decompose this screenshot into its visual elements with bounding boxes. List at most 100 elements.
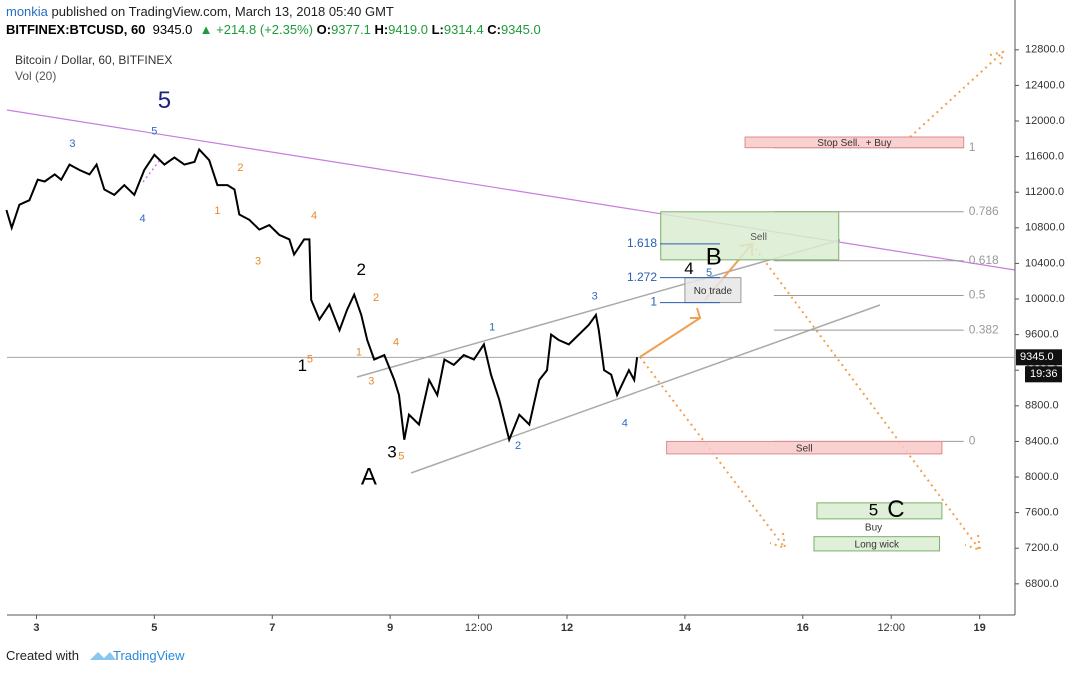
wave-label: 5: [307, 353, 313, 365]
wave-label: 4: [684, 259, 693, 278]
y-tick-label: 6800.0: [1025, 578, 1059, 590]
logo-shape: [90, 652, 116, 660]
y-tick-label: 10400.0: [1025, 257, 1065, 269]
symbol: BITFINEX:BTCUSD, 60: [6, 22, 146, 37]
zone-box: [666, 440, 943, 455]
chart: Bitcoin / Dollar, 60, BITFINEX Vol (20) …: [5, 0, 1065, 634]
zone-label: Long wick: [855, 539, 900, 550]
wave-label: 1: [298, 356, 307, 375]
fib-label: 0: [969, 434, 976, 448]
zone-box: [744, 136, 965, 149]
ohlc: O:9377.1 H:9419.0 L:9314.4 C:9345.0: [317, 22, 541, 37]
fib-label: 0.5: [969, 288, 986, 302]
ohlc-item: O:9377.1: [317, 22, 375, 37]
y-tick-label: 12400.0: [1025, 79, 1065, 91]
wave-label: 3: [387, 442, 396, 461]
fib-label: 0.618: [969, 253, 999, 267]
y-tick-label: 7200.0: [1025, 542, 1059, 554]
dotted-arrows: [639, 50, 1005, 552]
ohlc-item: H:9419.0: [374, 22, 431, 37]
dotted-arrow: [751, 243, 982, 552]
ohlc-item: C:9345.0: [487, 22, 540, 37]
y-tick-label: 12800.0: [1025, 44, 1065, 56]
published: published on TradingView.com, March 13, …: [51, 4, 394, 19]
y-tick-label: 10000.0: [1025, 293, 1065, 305]
zone-label: No trade: [694, 286, 733, 297]
zone-label: Sell: [796, 443, 813, 454]
wave-label: 4: [140, 213, 146, 225]
y-tick-label: 12000.0: [1025, 115, 1065, 127]
ohlc-value: 9377.1: [331, 22, 371, 37]
wave-label: 5: [151, 126, 157, 138]
x-tick-label: 12:00: [877, 622, 905, 634]
fib-ext-label: 1.618: [627, 236, 657, 250]
y-tick-label: 10800.0: [1025, 222, 1065, 234]
fib-label: 0.382: [969, 322, 999, 336]
ohlc-label: O:: [316, 22, 332, 37]
ohlc-label: C:: [487, 22, 501, 37]
author[interactable]: monkia: [6, 4, 48, 19]
wave-label: 2: [237, 162, 243, 174]
wave-label: 3: [592, 290, 598, 302]
zone-box: [816, 502, 943, 520]
brand-link[interactable]: TradingView: [112, 648, 185, 663]
ohlc-label: H:: [374, 22, 389, 37]
x-tick-label: 5: [151, 622, 157, 634]
fib-ext-label: 1.272: [627, 270, 657, 284]
price-tag: [1016, 349, 1062, 366]
zone-box: [660, 211, 840, 261]
price-line: [5, 147, 639, 443]
footer: Created with TradingView: [6, 648, 185, 663]
zone-label: Stop Sell. + Buy: [817, 138, 891, 149]
countdown-label: 19:36: [1030, 368, 1058, 380]
fib-label: 0.786: [969, 204, 999, 218]
wave-label: 5: [398, 450, 404, 462]
brand-logo: [90, 652, 116, 660]
ohlc-value: 9419.0: [388, 22, 428, 37]
channel-line: [410, 304, 881, 474]
wave-label: 4: [622, 418, 628, 430]
series-title: Bitcoin / Dollar, 60, BITFINEX: [15, 53, 172, 67]
y-tick-label: 8800.0: [1025, 400, 1059, 412]
price: 9345.0: [152, 22, 193, 37]
wave-label: 4: [311, 210, 317, 222]
fib-ext-label: 1: [650, 295, 657, 309]
y-tick-label: 11200.0: [1025, 186, 1064, 198]
wave-label: 5: [869, 500, 878, 519]
zone-box: [813, 536, 941, 552]
x-tick-label: 19: [974, 622, 986, 634]
y-tick-label: 11600.0: [1025, 151, 1064, 163]
y-tick-label: 7600.0: [1025, 507, 1059, 519]
fib-label: 1: [969, 140, 976, 154]
created-with: Created with: [6, 648, 79, 663]
wave-label: Buy: [865, 522, 882, 533]
wave-label: 2: [373, 292, 379, 304]
y-tick-label: 8400.0: [1025, 435, 1059, 447]
wave-label: 1: [214, 205, 220, 217]
change: ▲ +214.8 (+2.35%): [199, 22, 313, 37]
wave-label: A: [361, 463, 377, 490]
wave-label: 2: [515, 440, 521, 452]
x-tick-label: 16: [797, 622, 809, 634]
wave-label: 1: [489, 321, 495, 333]
wave-label: 3: [255, 256, 261, 268]
wave-label: 5: [706, 267, 712, 279]
x-tick-label: 12: [561, 622, 573, 634]
wave-label: 1: [356, 346, 362, 358]
arrow: [639, 307, 702, 358]
x-tick-label: 3: [33, 622, 39, 634]
ohlc-value: 9314.4: [443, 22, 484, 37]
x-tick-label: 7: [269, 622, 275, 634]
wave-link: [142, 159, 161, 183]
wave-label: 3: [69, 138, 75, 150]
volume-label: Vol (20): [15, 69, 56, 83]
wave-label: 5: [158, 87, 171, 114]
publish-line: monkia published on TradingView.com, Mar…: [6, 4, 394, 19]
dotted-arrow: [909, 50, 1005, 138]
wave-label: C: [887, 496, 904, 523]
dotted-arrow: [639, 356, 787, 550]
symbol-line: BITFINEX:BTCUSD, 60 9345.0 ▲ +214.8 (+2.…: [6, 22, 541, 37]
wave-label: Sell: [750, 232, 767, 243]
countdown-tag: [1025, 366, 1062, 383]
